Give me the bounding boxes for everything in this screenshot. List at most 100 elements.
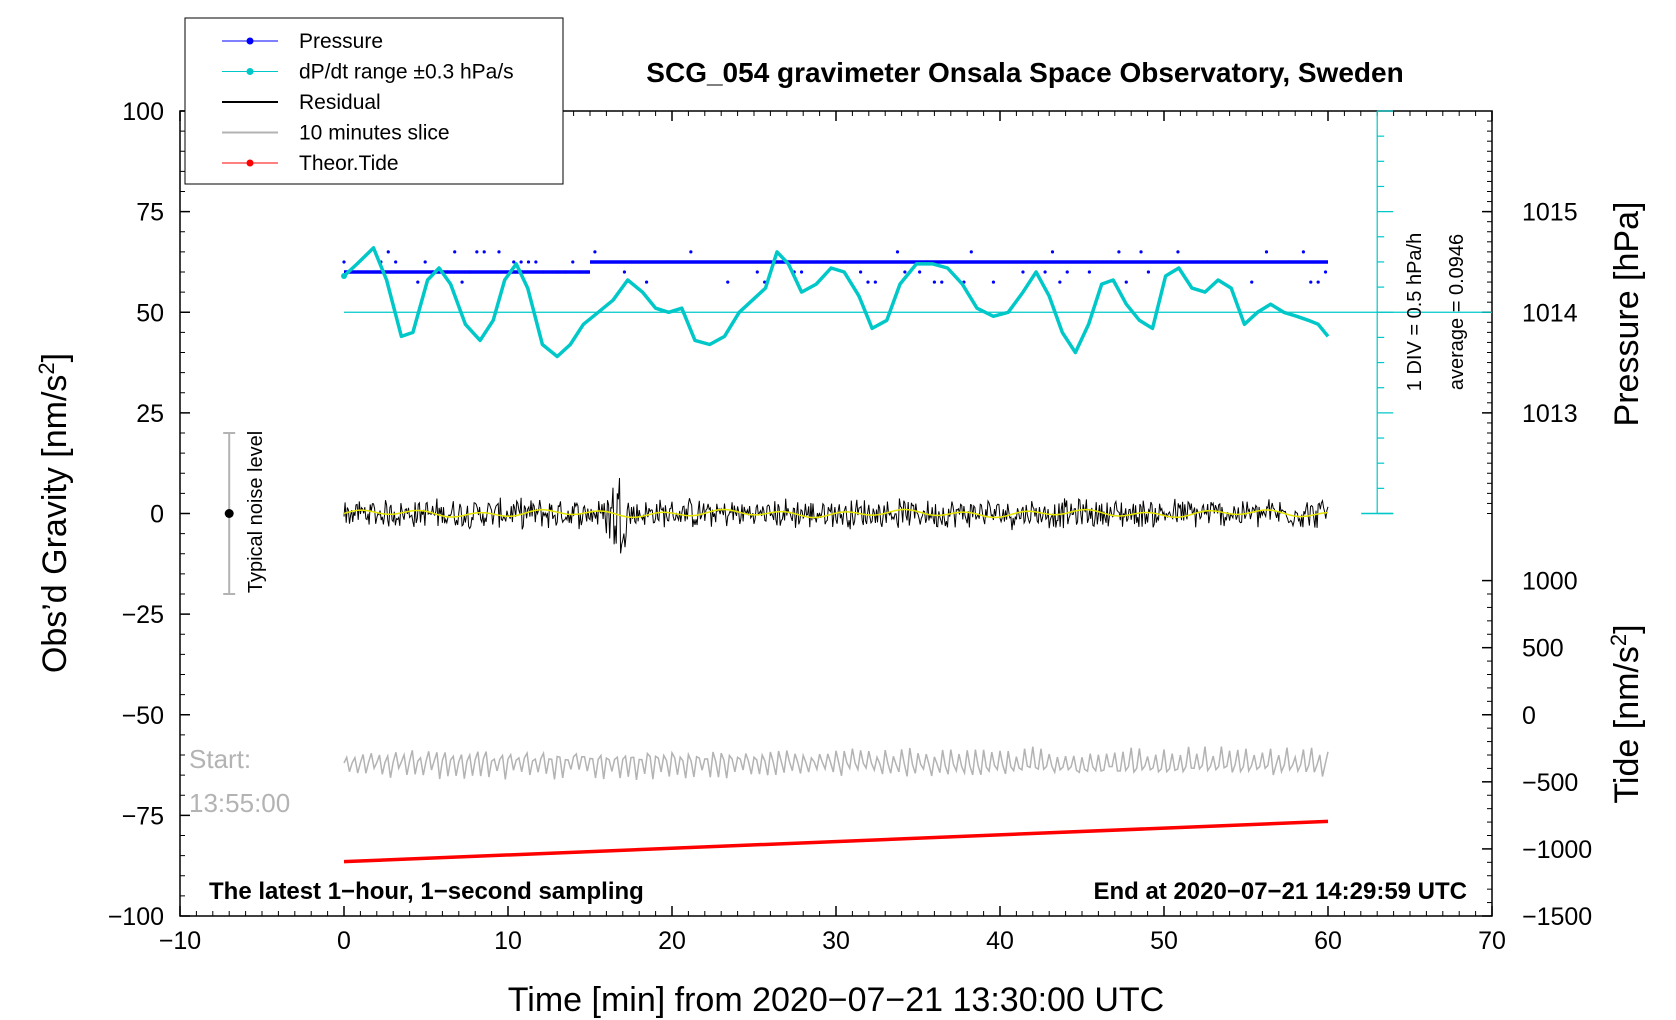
- pressure-point: [1117, 250, 1121, 254]
- y-tick-label: 25: [136, 400, 164, 428]
- pressure-point: [895, 250, 900, 254]
- tide-tick-label: 500: [1522, 635, 1564, 663]
- y-tick-label: 0: [150, 501, 164, 529]
- pressure-point: [1043, 270, 1047, 274]
- pressure-axis-title: Pressure [hPa]: [1608, 202, 1646, 427]
- pressure-point: [1021, 270, 1025, 274]
- pressure-point: [644, 280, 649, 284]
- legend-swatch-marker: [246, 159, 254, 167]
- pressure-point: [1287, 260, 1291, 264]
- pressure-point: [1058, 280, 1062, 284]
- pressure-point: [667, 260, 671, 264]
- x-tick-label: −10: [159, 927, 201, 955]
- pressure-point: [475, 250, 479, 254]
- pressure-point: [1095, 260, 1099, 264]
- pressure-point: [844, 260, 848, 264]
- dpdt-line: [342, 246, 1330, 359]
- pressure-point: [556, 270, 560, 274]
- legend-label: Theor.Tide: [299, 152, 399, 175]
- legend: Pressure dP/dt range ±0.3 hPa/s Residual 10…: [184, 17, 564, 185]
- tide-axis-title-main: Tide [nm/s: [1608, 646, 1646, 803]
- pressure-point: [1146, 270, 1151, 274]
- pressure-point: [423, 260, 427, 264]
- pressure-point: [482, 250, 486, 254]
- dpdt-average-label: average = 0.0946: [1446, 234, 1468, 390]
- y-axis-title-end: ]: [36, 353, 74, 362]
- pressure-point: [940, 280, 944, 284]
- x-tick-label: 60: [1314, 927, 1342, 955]
- y-tick-label: −75: [122, 802, 164, 830]
- pressure-point: [1124, 280, 1128, 284]
- noise-level-label: Typical noise level: [245, 431, 267, 593]
- pressure-point: [755, 270, 759, 274]
- slice-line: [343, 746, 1329, 780]
- legend-label: dP/dt range ±0.3 hPa/s: [299, 61, 514, 84]
- pressure-point: [445, 270, 449, 274]
- pressure-point: [512, 260, 516, 264]
- pressure-point: [726, 280, 730, 284]
- pressure-point: [1080, 260, 1084, 264]
- pressure-point: [1065, 270, 1069, 274]
- pressure-point: [932, 280, 937, 284]
- pressure-point: [534, 260, 538, 264]
- pressure-point: [954, 260, 959, 264]
- tide-tick-label: −1500: [1522, 903, 1592, 931]
- pressure-point: [1301, 250, 1305, 254]
- legend-entries: Pressure dP/dt range ±0.3 hPa/s Residual 10…: [222, 30, 514, 175]
- pressure-tick-label: 1013: [1522, 400, 1578, 428]
- pressure-point: [1087, 270, 1091, 274]
- y-tick-label: 100: [122, 98, 164, 126]
- x-tick-label: 40: [986, 927, 1014, 955]
- pressure-point: [836, 260, 841, 264]
- pressure-point: [342, 260, 346, 264]
- pressure-point: [1264, 250, 1269, 254]
- pressure-point: [1139, 250, 1143, 254]
- x-tick-label: 20: [658, 927, 686, 955]
- y-axis-title-sup: 2: [34, 362, 59, 374]
- y-axis-title-main: Obs’d Gravity [nm/s: [36, 375, 74, 674]
- dpdt-start-point: [341, 273, 347, 280]
- slice-start-time: 13:55:00: [189, 788, 290, 818]
- pressure-tick-label: 1014: [1522, 299, 1578, 327]
- tide-axis-title: Tide [nm/s2]: [1606, 624, 1646, 803]
- tide-tick-label: 1000: [1522, 568, 1578, 596]
- pressure-point: [453, 250, 457, 254]
- footer-right: End at 2020−07−21 14:29:59 UTC: [1093, 878, 1467, 905]
- x-tick-label: 0: [337, 927, 351, 955]
- pressure-point: [1176, 250, 1180, 254]
- pressure-point: [829, 260, 833, 264]
- pressure-point: [497, 250, 501, 254]
- pressure-point: [563, 270, 568, 274]
- legend-swatch-marker: [246, 68, 254, 75]
- pressure-point: [1309, 280, 1313, 284]
- pressure-point: [541, 270, 545, 274]
- x-tick-label: 50: [1150, 927, 1178, 955]
- pressure-point: [903, 270, 907, 274]
- pressure-point: [460, 280, 464, 284]
- x-tick-label: 70: [1478, 927, 1506, 955]
- pressure-point: [969, 250, 973, 254]
- pressure-point: [866, 280, 870, 284]
- y-tick-label: −100: [108, 903, 164, 931]
- chart-title: SCG_054 gravimeter Onsala Space Observat…: [646, 57, 1403, 88]
- footer-left: The latest 1−hour, 1−second sampling: [209, 878, 644, 905]
- pressure-tick-label: 1015: [1522, 199, 1578, 227]
- tide-axis-title-sup: 2: [1606, 634, 1631, 646]
- pressure-point: [1205, 260, 1210, 264]
- pressure-point: [1250, 280, 1254, 284]
- y-tick-label: 50: [136, 299, 164, 327]
- pressure-point: [593, 250, 597, 254]
- pressure-point: [1109, 260, 1114, 264]
- pressure-point: [578, 270, 582, 274]
- legend-label: 10 minutes slice: [299, 122, 450, 145]
- pressure-point: [1323, 270, 1328, 274]
- data-series: [223, 110, 1492, 864]
- pressure-point: [571, 260, 575, 264]
- pressure-point: [1050, 250, 1055, 254]
- tide-tick-label: 0: [1522, 702, 1536, 730]
- y-tick-label: −50: [122, 702, 164, 730]
- y-tick-label: 75: [136, 199, 164, 227]
- pressure-point: [416, 280, 420, 284]
- slice-start-label: Start:: [189, 744, 251, 774]
